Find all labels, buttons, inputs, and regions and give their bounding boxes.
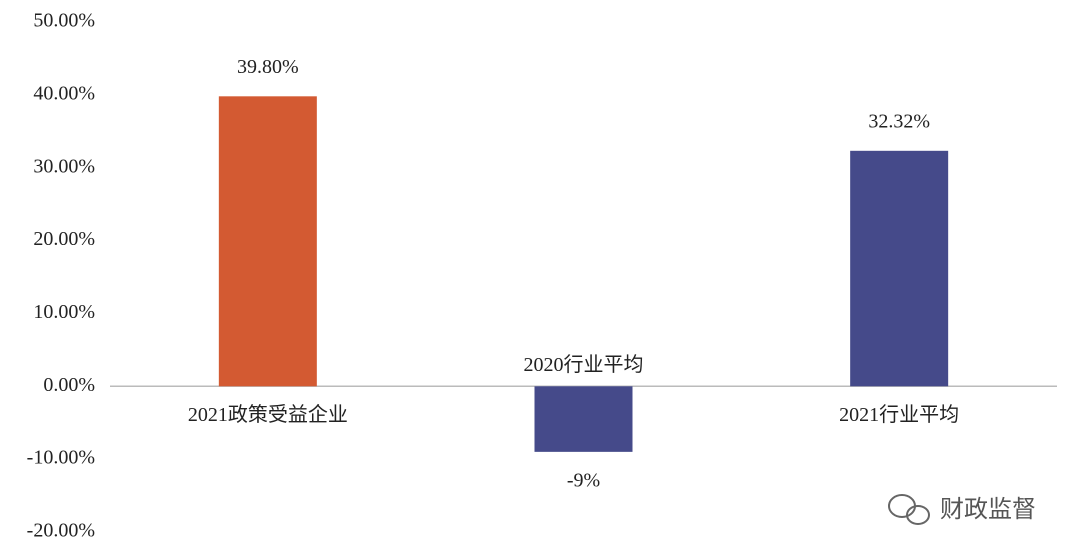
value-label: 39.80% <box>237 56 299 78</box>
bar <box>534 386 633 452</box>
y-tick-label: -10.00% <box>27 447 95 469</box>
value-label: -9% <box>567 469 600 491</box>
x-tick-label: 2021行业平均 <box>839 403 959 426</box>
watermark: 财政监督 <box>940 495 1036 523</box>
y-tick-label: 30.00% <box>33 155 95 177</box>
bar <box>850 150 949 387</box>
y-tick-label: 50.00% <box>33 10 95 32</box>
y-tick-label: 10.00% <box>33 301 95 323</box>
y-tick-label: 0.00% <box>43 374 95 396</box>
x-tick-label: 2020行业平均 <box>524 353 644 376</box>
y-tick-label: 20.00% <box>33 228 95 250</box>
watermark-icon <box>888 494 930 525</box>
value-label: 32.32% <box>868 110 930 132</box>
y-tick-label: 40.00% <box>33 82 95 104</box>
bar <box>218 96 317 387</box>
y-tick-label: -20.00% <box>27 520 95 542</box>
x-tick-label: 2021政策受益企业 <box>188 403 348 426</box>
